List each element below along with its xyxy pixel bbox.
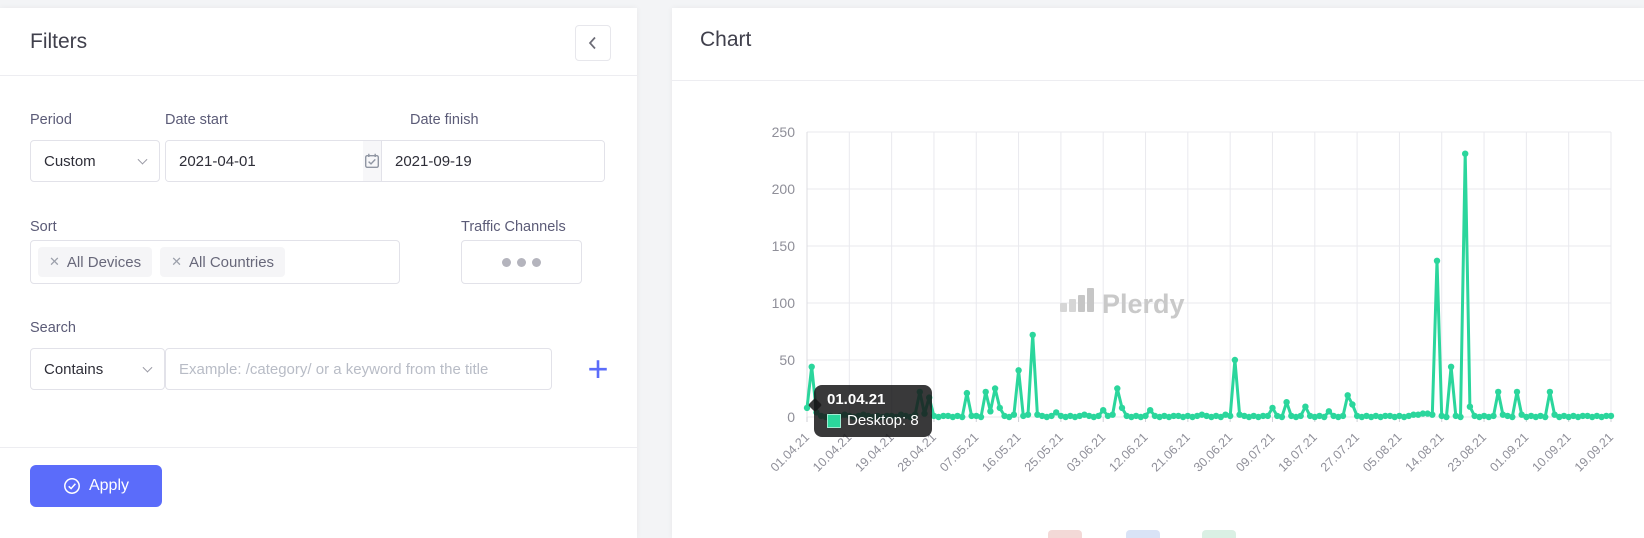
date-finish-label: Date finish <box>410 112 479 128</box>
date-start-label: Date start <box>165 112 228 128</box>
svg-text:01.04.21: 01.04.21 <box>768 430 812 474</box>
chart-title: Chart <box>700 28 752 51</box>
svg-text:09.07.21: 09.07.21 <box>1233 430 1277 474</box>
legend-swatch-1[interactable] <box>1048 530 1082 538</box>
svg-text:50: 50 <box>779 352 795 368</box>
filter-tag-all-devices[interactable]: ✕ All Devices <box>38 247 153 277</box>
search-label: Search <box>30 320 76 336</box>
chevron-down-icon <box>142 362 153 373</box>
calendar-icon <box>365 153 380 169</box>
remove-tag-icon[interactable]: ✕ <box>49 254 60 269</box>
check-circle-icon <box>64 478 80 494</box>
date-range-control <box>165 140 605 182</box>
svg-text:30.06.21: 30.06.21 <box>1191 430 1235 474</box>
svg-text:01.09.21: 01.09.21 <box>1487 430 1531 474</box>
filters-title: Filters <box>30 30 88 53</box>
svg-text:07.05.21: 07.05.21 <box>937 430 981 474</box>
svg-text:21.06.21: 21.06.21 <box>1149 430 1193 474</box>
svg-text:200: 200 <box>772 181 796 197</box>
svg-text:23.08.21: 23.08.21 <box>1445 430 1489 474</box>
filters-panel: Filters Period Date start Date finish Cu… <box>0 8 637 538</box>
date-start-input[interactable] <box>166 141 363 181</box>
svg-text:03.06.21: 03.06.21 <box>1064 430 1108 474</box>
header-divider <box>0 75 637 76</box>
legend-swatch-2[interactable] <box>1126 530 1160 538</box>
add-search-condition-button[interactable]: + <box>582 350 614 388</box>
svg-text:18.07.21: 18.07.21 <box>1276 430 1320 474</box>
chart-panel: Chart 0 50 100 150 200 250 01.04.21 10.04.21 19.… <box>672 8 1644 538</box>
sort-label: Sort <box>30 219 57 235</box>
tag-label: All Devices <box>66 253 142 271</box>
legend-swatch-3[interactable] <box>1202 530 1236 538</box>
ellipsis-icon <box>517 257 526 267</box>
chart-tooltip: 01.04.21 Desktop: 8 <box>807 385 932 437</box>
footer-divider <box>0 447 637 448</box>
calendar-icon-cell[interactable] <box>363 141 382 181</box>
svg-text:25.05.21: 25.05.21 <box>1022 430 1066 474</box>
svg-text:250: 250 <box>772 124 796 140</box>
search-input[interactable] <box>165 348 552 390</box>
period-select[interactable]: Custom <box>30 140 160 182</box>
ellipsis-icon <box>532 257 541 267</box>
svg-text:Plerdy: Plerdy <box>1102 289 1185 319</box>
apply-button[interactable]: Apply <box>30 465 162 507</box>
chart-header-divider <box>672 80 1644 81</box>
tooltip-date: 01.04.21 <box>827 391 886 408</box>
tooltip-value: Desktop: 8 <box>847 412 919 429</box>
ellipsis-icon <box>502 257 511 267</box>
svg-text:100: 100 <box>772 295 796 311</box>
desktop-series-swatch <box>827 413 841 428</box>
traffic-channels-label: Traffic Channels <box>461 219 566 235</box>
sort-filter-box[interactable]: ✕ All Devices ✕ All Countries <box>30 240 400 284</box>
traffic-channels-button[interactable] <box>461 240 582 284</box>
svg-text:150: 150 <box>772 238 796 254</box>
svg-text:14.08.21: 14.08.21 <box>1403 430 1447 474</box>
remove-tag-icon[interactable]: ✕ <box>171 254 182 269</box>
period-label: Period <box>30 112 72 128</box>
date-finish-input[interactable] <box>382 141 604 181</box>
filter-tag-all-countries[interactable]: ✕ All Countries <box>160 247 286 277</box>
search-operator-select[interactable]: Contains <box>30 348 165 390</box>
chevron-left-icon <box>588 36 596 50</box>
svg-text:27.07.21: 27.07.21 <box>1318 430 1362 474</box>
traffic-line-chart[interactable]: 05010015020025001.04.2110.04.2119.04.212… <box>672 100 1644 538</box>
collapse-panel-button[interactable] <box>575 25 611 61</box>
svg-text:05.08.21: 05.08.21 <box>1360 430 1404 474</box>
svg-text:19.09.21: 19.09.21 <box>1572 430 1616 474</box>
svg-text:10.09.21: 10.09.21 <box>1529 430 1573 474</box>
period-select-value: Custom <box>44 152 96 170</box>
search-operator-value: Contains <box>44 360 104 378</box>
tag-label: All Countries <box>189 253 275 271</box>
svg-text:12.06.21: 12.06.21 <box>1106 430 1150 474</box>
chevron-down-icon <box>137 154 148 165</box>
apply-button-label: Apply <box>88 477 130 494</box>
svg-text:16.05.21: 16.05.21 <box>979 430 1023 474</box>
svg-text:0: 0 <box>787 409 795 425</box>
